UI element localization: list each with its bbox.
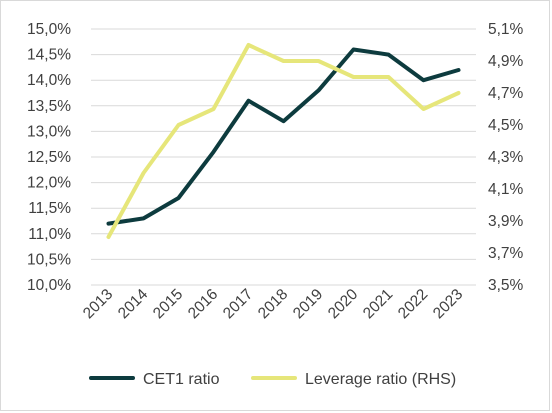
left-tick-label: 10,0%	[27, 277, 71, 294]
x-tick-label: 2015	[150, 286, 186, 322]
legend: CET1 ratio Leverage ratio (RHS)	[89, 371, 456, 388]
x-tick-label: 2016	[185, 286, 221, 322]
left-tick-label: 13,0%	[27, 123, 71, 140]
right-tick-label: 3,5%	[488, 277, 524, 294]
left-tick-label: 13,5%	[27, 98, 71, 115]
x-tick-label: 2021	[360, 286, 396, 322]
series-lines	[106, 43, 461, 239]
x-tick-label: 2013	[80, 286, 116, 322]
x-tick-label: 2023	[430, 286, 466, 322]
gridlines	[91, 28, 476, 286]
x-tick-label: 2022	[395, 286, 431, 322]
x-tick-label: 2020	[325, 286, 362, 323]
left-tick-label: 14,5%	[27, 47, 71, 64]
x-tick-label: 2018	[255, 286, 291, 322]
x-tick-label: 2019	[290, 286, 326, 322]
x-axis-ticks: 2013201420152016201720182019202020212022…	[80, 286, 466, 323]
legend-label: Leverage ratio (RHS)	[305, 371, 456, 388]
right-tick-label: 4,1%	[488, 181, 524, 198]
right-axis-ticks: 3,5% 3,7% 3,9% 4,1% 4,3% 4,5% 4,7% 4,9% 5,1%	[488, 21, 524, 294]
right-tick-label: 5,1%	[488, 21, 524, 38]
right-tick-label: 3,7%	[488, 245, 524, 262]
right-tick-label: 4,5%	[488, 117, 524, 134]
legend-label: CET1 ratio	[143, 371, 220, 388]
left-axis-ticks: 10,0% 10,5% 11,0% 11,5% 12,0% 12,5% 13,0% 13,5%…	[27, 21, 71, 294]
cet1-ratio-line	[106, 47, 461, 226]
left-tick-label: 14,0%	[27, 72, 71, 89]
left-tick-label: 11,0%	[28, 226, 71, 243]
left-tick-label: 15,0%	[27, 21, 71, 38]
left-tick-label: 10,5%	[27, 251, 71, 268]
right-tick-label: 4,7%	[488, 85, 524, 102]
left-tick-label: 12,0%	[27, 175, 71, 192]
x-tick-label: 2014	[115, 286, 152, 323]
right-tick-label: 4,9%	[488, 53, 524, 70]
left-tick-label: 11,5%	[28, 200, 71, 217]
x-tick-label: 2017	[220, 286, 256, 322]
right-tick-label: 3,9%	[488, 213, 524, 230]
left-tick-label: 12,5%	[27, 149, 71, 166]
right-tick-label: 4,3%	[488, 149, 524, 166]
leverage-ratio-line	[106, 43, 461, 239]
